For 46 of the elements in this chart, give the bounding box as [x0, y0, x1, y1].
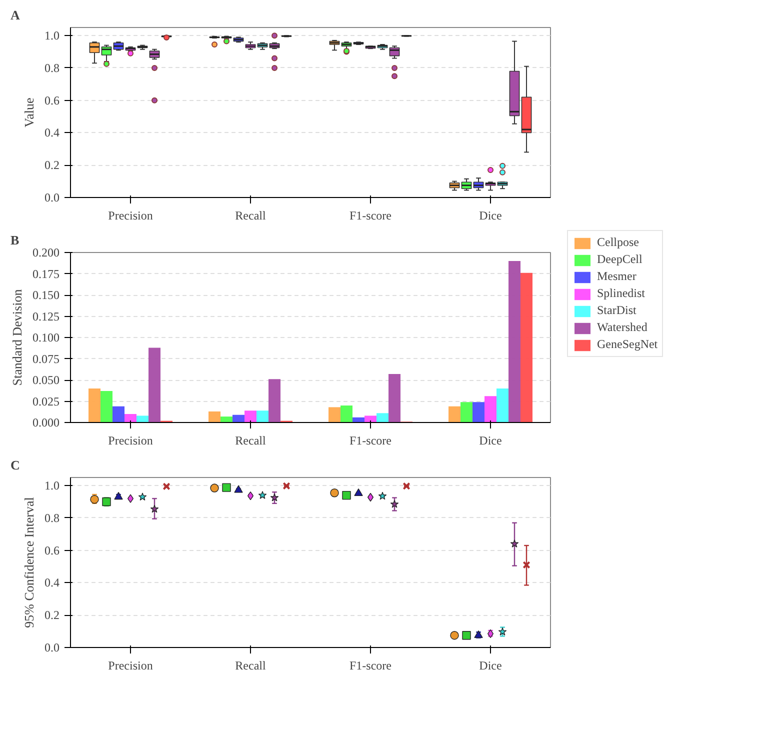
y-tick-label: 0.8	[44, 510, 60, 525]
y-tick-label: 0.075	[32, 352, 60, 366]
x-tick-label: Dice	[479, 208, 502, 222]
y-tick-label: 0.200	[32, 246, 60, 260]
y-tick-label: 0.100	[32, 330, 60, 344]
y-tick-label: 0.025	[32, 394, 60, 408]
y-tick-label: 0.6	[44, 93, 60, 108]
legend-label: GeneSegNet	[597, 337, 658, 352]
y-tick-label: 0.2	[44, 158, 60, 172]
y-axis-title: 95% Confidence Interval	[22, 496, 36, 628]
x-tick-label: Recall	[235, 434, 266, 448]
x-tick-label: F1-score	[350, 208, 392, 222]
y-tick-label: 0.000	[32, 416, 60, 430]
chart-title: B	[10, 232, 20, 248]
y-axis-title: Standard Devision	[10, 288, 24, 386]
y-tick-label: 0.0	[44, 640, 60, 654]
legend-label: Mesmer	[597, 269, 636, 284]
x-tick-label: F1-score	[350, 658, 392, 672]
y-tick-label: 0.2	[44, 608, 60, 622]
x-tick-label: Recall	[235, 208, 266, 222]
x-tick-label: Recall	[235, 658, 266, 672]
y-tick-label: 0.125	[32, 309, 60, 324]
y-axis-title: Value	[22, 97, 36, 128]
y-tick-label: 1.0	[44, 28, 60, 43]
y-tick-label: 0.0	[44, 190, 60, 204]
x-tick-label: Dice	[479, 434, 502, 448]
x-tick-label: Dice	[479, 658, 502, 672]
x-tick-label: F1-score	[350, 434, 392, 448]
x-tick-label: Precision	[108, 208, 153, 222]
x-tick-label: Precision	[108, 658, 153, 672]
legend-label: DeepCell	[597, 252, 642, 268]
legend-label: Watershed	[597, 320, 648, 336]
y-tick-label: 0.175	[32, 266, 60, 281]
x-tick-label: Precision	[108, 434, 153, 448]
legend-label: StarDist	[597, 303, 636, 318]
y-tick-label: 0.8	[44, 60, 60, 75]
y-tick-label: 1.0	[44, 478, 60, 493]
legend-label: Cellpose	[597, 235, 639, 250]
y-tick-label: 0.150	[32, 288, 60, 302]
chart-title: C	[10, 458, 20, 472]
y-tick-label: 0.050	[32, 373, 60, 387]
y-tick-label: 0.6	[44, 543, 60, 558]
legend-label: Splinedist	[597, 286, 646, 302]
y-tick-label: 0.4	[44, 126, 60, 140]
chart-title: A	[10, 8, 20, 22]
y-tick-label: 0.4	[44, 576, 60, 590]
